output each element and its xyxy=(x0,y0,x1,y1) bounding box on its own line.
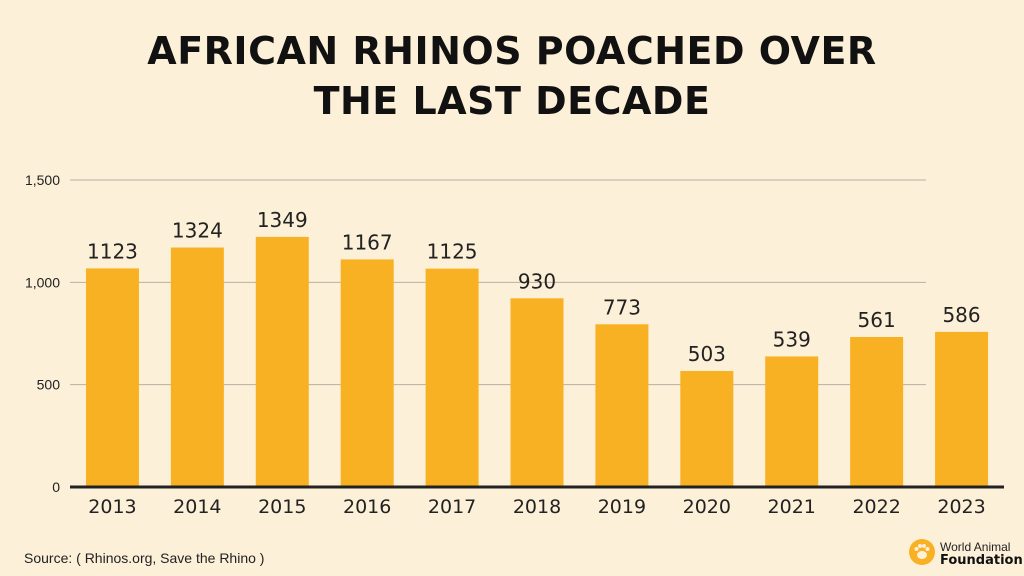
data-label: 1324 xyxy=(172,219,223,243)
data-label: 1125 xyxy=(427,240,478,264)
bar xyxy=(680,370,734,487)
data-label: 1123 xyxy=(87,239,138,263)
x-tick-label: 2017 xyxy=(428,496,476,518)
bar xyxy=(595,324,649,487)
bar xyxy=(850,336,904,487)
title-line-2: THE LAST DECADE xyxy=(313,79,711,123)
logo-text-line-2: Foundation xyxy=(940,553,1023,568)
logo-text-line-1: World Animal xyxy=(940,540,1011,554)
world-animal-foundation-logo: World Animal Foundation xyxy=(908,536,1023,570)
bar xyxy=(340,259,394,487)
bar xyxy=(255,236,309,487)
title-line-1: AFRICAN RHINOS POACHED OVER xyxy=(147,29,877,73)
bar xyxy=(85,268,139,487)
data-label: 773 xyxy=(603,295,641,319)
x-tick-label: 2015 xyxy=(258,496,306,518)
data-label: 561 xyxy=(858,308,896,332)
x-tick-label: 2022 xyxy=(852,496,900,518)
source-note: Source: ( Rhinos.org, Save the Rhino ) xyxy=(24,550,265,566)
bar xyxy=(510,298,564,487)
data-label: 1167 xyxy=(342,230,393,254)
y-tick-label: 0 xyxy=(52,479,60,495)
data-label: 503 xyxy=(688,342,726,366)
x-tick-label: 2020 xyxy=(683,496,731,518)
bar xyxy=(765,356,819,487)
x-tick-label: 2019 xyxy=(598,496,646,518)
x-tick-label: 2023 xyxy=(937,496,985,518)
x-tick-label: 2016 xyxy=(343,496,391,518)
x-tick-label: 2013 xyxy=(88,496,136,518)
x-tick-label: 2018 xyxy=(513,496,561,518)
data-label: 586 xyxy=(942,303,980,327)
paw-icon xyxy=(909,539,935,565)
bar xyxy=(935,331,989,487)
data-label: 930 xyxy=(518,269,556,293)
y-tick-label: 500 xyxy=(37,377,61,393)
x-tick-label: 2014 xyxy=(173,496,221,518)
y-tick-label: 1,500 xyxy=(25,172,60,188)
chart-title: AFRICAN RHINOS POACHED OVER THE LAST DEC… xyxy=(0,26,1024,126)
y-tick-label: 1,000 xyxy=(25,274,60,290)
data-label: 539 xyxy=(773,327,811,351)
bar xyxy=(170,247,224,487)
bar xyxy=(425,268,479,487)
data-label: 1349 xyxy=(257,208,308,232)
x-tick-label: 2021 xyxy=(768,496,816,518)
